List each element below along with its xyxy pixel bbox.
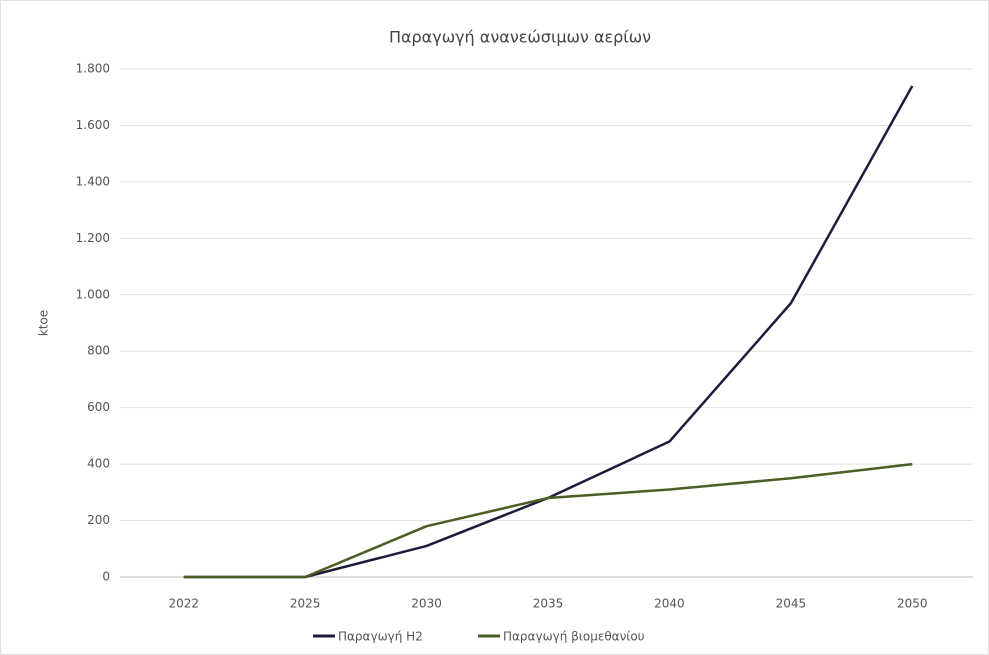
- y-tick-label: 1.400: [76, 174, 110, 188]
- y-tick-label: 400: [87, 457, 110, 471]
- x-tick-label: 2050: [897, 597, 928, 611]
- x-tick-label: 2045: [776, 597, 807, 611]
- x-tick-label: 2022: [168, 597, 199, 611]
- series-line: [183, 462, 913, 579]
- chart-title: Παραγωγή ανανεώσιμων αερίων: [389, 28, 651, 47]
- x-tick-label: 2035: [533, 597, 564, 611]
- y-tick-label: 200: [87, 513, 110, 527]
- x-tick-label: 2040: [654, 597, 685, 611]
- legend-label: Παραγωγή H2: [338, 630, 423, 644]
- y-tick-label: 600: [87, 400, 110, 414]
- y-tick-label: 1.600: [76, 118, 110, 132]
- legend-label: Παραγωγή βιομεθανίου: [503, 630, 645, 644]
- y-tick-label: 1.200: [76, 231, 110, 245]
- y-axis-label: ktoe: [37, 310, 51, 336]
- x-tick-label: 2030: [411, 597, 442, 611]
- y-tick-label: 800: [87, 344, 110, 358]
- y-tick-label: 1.000: [76, 287, 110, 301]
- x-tick-label: 2025: [290, 597, 321, 611]
- y-tick-label: 0: [102, 570, 110, 584]
- y-tick-label: 1.800: [76, 62, 110, 76]
